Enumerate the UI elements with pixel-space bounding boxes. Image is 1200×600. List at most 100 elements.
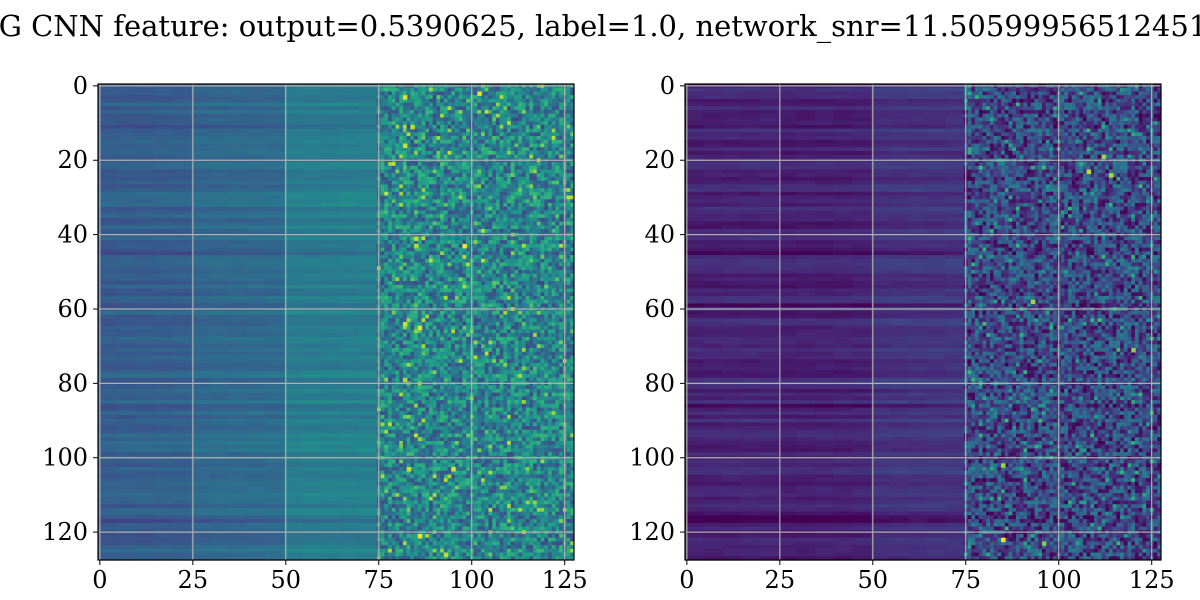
heatmap-cell	[410, 136, 414, 140]
heatmap-cell	[399, 99, 403, 103]
heatmap-cell	[265, 188, 284, 192]
heatmap-cell	[511, 281, 515, 285]
heatmap-cell	[511, 136, 515, 140]
heatmap-cell	[533, 166, 537, 170]
heatmap-cell	[340, 344, 359, 348]
heatmap-cell	[414, 270, 418, 274]
heatmap-cell	[284, 214, 303, 218]
heatmap-cell	[444, 344, 448, 348]
heatmap-cell	[410, 155, 414, 159]
heatmap-cell	[448, 147, 452, 151]
heatmap-cell	[429, 173, 433, 177]
heatmap-cell	[284, 177, 303, 181]
heatmap-cell	[228, 255, 247, 259]
heatmap-cell	[436, 121, 440, 125]
heatmap-cell	[511, 121, 515, 125]
heatmap-cell	[477, 341, 481, 345]
heatmap-cell	[340, 329, 359, 333]
heatmap-cell	[526, 285, 530, 289]
heatmap-cell	[522, 129, 526, 133]
heatmap-cell	[414, 121, 418, 125]
heatmap-cell	[477, 125, 481, 129]
heatmap-cell	[392, 236, 396, 240]
heatmap-cell	[526, 289, 530, 293]
heatmap-cell	[541, 99, 545, 103]
heatmap-cell	[303, 274, 322, 278]
heatmap-cell	[529, 244, 533, 248]
heatmap-cell	[451, 99, 455, 103]
heatmap-cell	[448, 136, 452, 140]
heatmap-cell	[303, 132, 322, 136]
heatmap-cell	[98, 177, 117, 181]
heatmap-cell	[555, 181, 559, 185]
heatmap-cell	[433, 318, 437, 322]
heatmap-cell	[548, 255, 552, 259]
heatmap-cell	[396, 91, 400, 95]
heatmap-cell	[537, 333, 541, 337]
heatmap-cell	[358, 285, 377, 289]
heatmap-cell	[507, 129, 511, 133]
heatmap-cell	[392, 259, 396, 263]
heatmap-cell	[488, 114, 492, 118]
heatmap-cell	[429, 341, 433, 345]
heatmap-cell	[407, 117, 411, 121]
heatmap-cell	[247, 129, 266, 133]
heatmap-cell	[418, 274, 422, 278]
heatmap-cell	[477, 166, 481, 170]
heatmap-cell	[403, 248, 407, 252]
heatmap-cell	[507, 162, 511, 166]
heatmap-cell	[474, 184, 478, 188]
heatmap-cell	[567, 177, 571, 181]
heatmap-cell	[537, 225, 541, 229]
heatmap-cell	[518, 114, 522, 118]
heatmap-cell	[451, 91, 455, 95]
heatmap-cell	[418, 263, 422, 267]
heatmap-cell	[485, 322, 489, 326]
heatmap-cell	[541, 132, 545, 136]
heatmap-cell	[567, 315, 571, 319]
heatmap-cell	[518, 251, 522, 255]
heatmap-cell	[462, 322, 466, 326]
heatmap-cell	[392, 344, 396, 348]
heatmap-cell	[403, 132, 407, 136]
heatmap-cell	[522, 132, 526, 136]
heatmap-cell	[210, 184, 229, 188]
heatmap-cell	[485, 333, 489, 337]
heatmap-cell	[548, 229, 552, 233]
heatmap-cell	[448, 184, 452, 188]
heatmap-cell	[396, 352, 400, 356]
heatmap-cell	[433, 303, 437, 307]
heatmap-cell	[210, 266, 229, 270]
heatmap-cell	[544, 188, 548, 192]
heatmap-cell	[284, 110, 303, 114]
heatmap-cell	[567, 155, 571, 159]
heatmap-cell	[422, 300, 426, 304]
heatmap-cell	[481, 311, 485, 315]
heatmap-cell	[384, 285, 388, 289]
heatmap-cell	[533, 277, 537, 281]
heatmap-cell	[414, 106, 418, 110]
heatmap-cell	[117, 326, 136, 330]
heatmap-cell	[548, 322, 552, 326]
heatmap-cell	[444, 103, 448, 107]
heatmap-cell	[500, 125, 504, 129]
heatmap-cell	[488, 144, 492, 148]
heatmap-cell	[384, 199, 388, 203]
heatmap-cell	[433, 129, 437, 133]
heatmap-cell	[518, 240, 522, 244]
heatmap-cell	[425, 344, 429, 348]
heatmap-cell	[515, 303, 519, 307]
heatmap-cell	[410, 333, 414, 337]
heatmap-cell	[440, 103, 444, 107]
heatmap-cell	[407, 184, 411, 188]
heatmap-cell	[511, 188, 515, 192]
heatmap-cell	[466, 162, 470, 166]
heatmap-cell	[154, 177, 173, 181]
heatmap-cell	[481, 281, 485, 285]
heatmap-cell	[544, 144, 548, 148]
heatmap-cell	[440, 300, 444, 304]
heatmap-cell	[544, 329, 548, 333]
heatmap-cell	[172, 344, 191, 348]
heatmap-cell	[474, 229, 478, 233]
heatmap-cell	[526, 274, 530, 278]
